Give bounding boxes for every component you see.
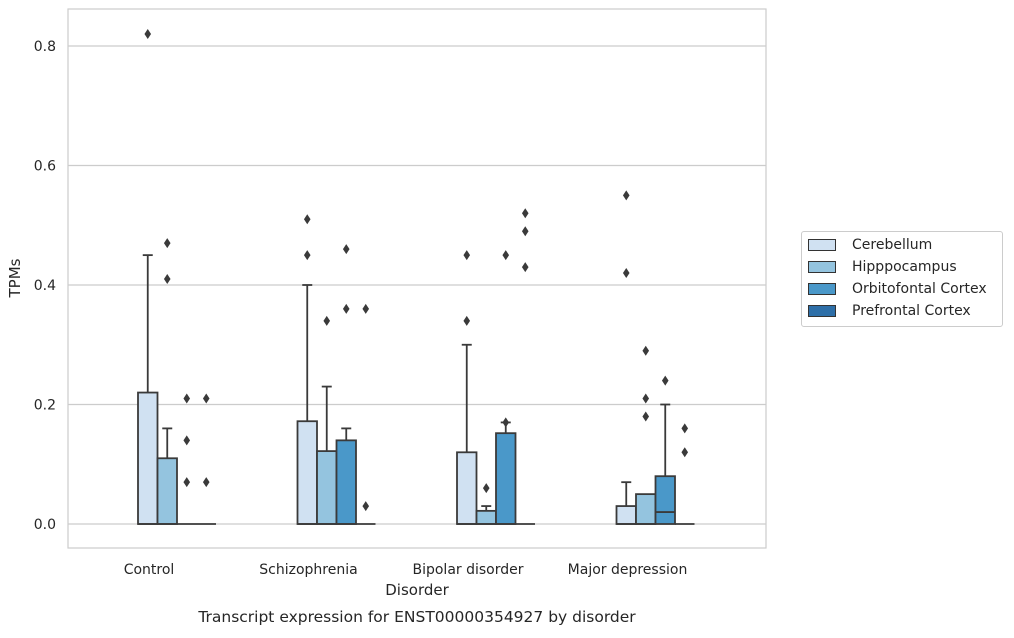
- x-tick-labels: Control Schizophrenia Bipolar disorder Majo…: [124, 562, 688, 578]
- outlier-point: [521, 208, 529, 219]
- outlier-point: [183, 393, 191, 404]
- x-tick-label: Schizophrenia: [259, 562, 357, 578]
- plot-frame: [67, 8, 767, 549]
- outlier-point: [681, 447, 689, 458]
- y-axis-label: TPMs: [6, 258, 24, 298]
- y-tick-label: 0.8: [34, 39, 56, 55]
- outlier-point: [183, 435, 191, 446]
- x-axis-label: Disorder: [385, 581, 449, 599]
- box: [156, 457, 178, 525]
- outlier-point: [622, 190, 630, 201]
- legend-item-cerebellum: Cerebellum: [808, 234, 932, 256]
- y-tick-labels: 0.0 0.2 0.4 0.6 0.8: [34, 39, 56, 533]
- legend: Cerebellum Hipppocampus Orbitofontal Cor…: [801, 231, 1003, 327]
- x-tick-label: Control: [124, 562, 175, 578]
- outlier-point: [342, 244, 350, 255]
- box: [495, 432, 517, 525]
- legend-item-prefrontal-cortex: Prefrontal Cortex: [808, 300, 971, 322]
- outlier-point: [362, 501, 370, 512]
- outlier-point: [303, 250, 311, 261]
- outlier-point: [362, 303, 370, 314]
- box: [615, 505, 637, 525]
- y-tick-label: 0.6: [34, 159, 56, 175]
- outlier-point: [502, 417, 510, 428]
- box: [456, 451, 478, 525]
- outlier-point: [661, 375, 669, 386]
- legend-swatch: [808, 283, 836, 295]
- outlier-point: [463, 315, 471, 326]
- outlier-point: [521, 262, 529, 273]
- outlier-point: [463, 250, 471, 261]
- legend-label: Prefrontal Cortex: [852, 303, 971, 319]
- x-tick-label: Major depression: [568, 562, 688, 578]
- legend-item-hippocampus: Hipppocampus: [808, 256, 957, 278]
- x-tick-label: Bipolar disorder: [412, 562, 523, 578]
- outlier-point: [202, 477, 210, 488]
- outlier-point: [642, 393, 650, 404]
- legend-swatch: [808, 239, 836, 251]
- box: [137, 391, 159, 525]
- box: [335, 439, 357, 525]
- legend-label: Orbitofontal Cortex: [852, 281, 987, 297]
- box-layer: [137, 254, 695, 525]
- outlier-point: [342, 303, 350, 314]
- chart-caption: Transcript expression for ENST0000035492…: [197, 608, 636, 626]
- y-tick-label: 0.4: [34, 278, 56, 294]
- legend-label: Hipppocampus: [852, 259, 957, 275]
- outlier-point: [642, 411, 650, 422]
- outlier-point: [303, 214, 311, 225]
- outlier-point: [163, 274, 171, 285]
- outlier-point: [482, 483, 490, 494]
- y-tick-label: 0.0: [34, 517, 56, 533]
- grid-layer: [68, 45, 766, 525]
- outlier-point: [144, 29, 152, 40]
- outlier-point: [642, 345, 650, 356]
- outlier-point: [521, 226, 529, 237]
- y-tick-label: 0.2: [34, 398, 56, 414]
- outlier-point: [183, 477, 191, 488]
- box: [316, 450, 338, 525]
- outlier-point: [202, 393, 210, 404]
- outlier-point: [323, 315, 331, 326]
- legend-swatch: [808, 305, 836, 317]
- outlier-point: [163, 238, 171, 249]
- box: [475, 509, 497, 525]
- box: [296, 420, 318, 525]
- outlier-point: [622, 268, 630, 279]
- legend-item-orbitofrontal-cortex: Orbitofontal Cortex: [808, 278, 987, 300]
- box: [654, 475, 676, 525]
- legend-label: Cerebellum: [852, 237, 933, 253]
- outlier-layer: [144, 29, 689, 512]
- box: [635, 493, 657, 525]
- outlier-point: [502, 250, 510, 261]
- legend-swatch: [808, 261, 836, 273]
- outlier-point: [681, 423, 689, 434]
